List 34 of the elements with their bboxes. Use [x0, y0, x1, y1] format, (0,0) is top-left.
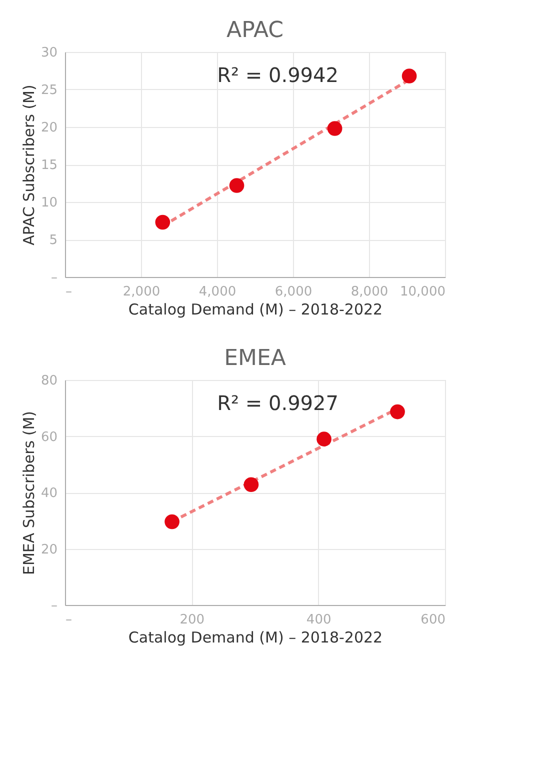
- x-tick-label: 10,000: [400, 284, 446, 300]
- y-tick-label: –: [51, 270, 58, 286]
- point: [155, 214, 170, 230]
- point: [327, 121, 342, 136]
- x-tick-label: 600: [420, 612, 446, 628]
- x-tick-label: 8,000: [350, 284, 388, 300]
- x-tick-label: 6,000: [274, 284, 312, 300]
- y-tick-label: 25: [40, 83, 58, 98]
- y-tick-label: 30: [40, 46, 58, 60]
- y-axis-title: APAC Subscribers (M): [20, 84, 38, 246]
- y-tick-label: 20: [40, 542, 58, 558]
- x-tick-label: 2,000: [122, 284, 160, 300]
- chart-title: EMEA: [224, 346, 286, 371]
- y-tick-label: 20: [40, 120, 58, 136]
- y-tick-label: 60: [40, 430, 58, 445]
- x-tick-label: 400: [306, 612, 332, 628]
- x-tick-label: –: [66, 284, 72, 300]
- x-tick-label: 200: [180, 612, 205, 628]
- x-tick-label: 4,000: [198, 284, 236, 300]
- chart-title: APAC: [226, 18, 284, 43]
- y-tick-label: 80: [40, 374, 58, 388]
- y-tick-label: 15: [40, 158, 58, 173]
- annotation: R² = 0.9942: [217, 63, 338, 87]
- y-axis-title: EMEA Subscribers (M): [20, 410, 38, 576]
- y-tick-label: 10: [40, 196, 58, 210]
- annotation: R² = 0.9927: [217, 391, 338, 415]
- x-axis-title: Catalog Demand (M) – 2018-2022: [128, 300, 383, 318]
- point: [229, 178, 244, 193]
- x-axis-title: Catalog Demand (M) – 2018-2022: [128, 628, 383, 646]
- point: [402, 68, 417, 84]
- x-tick-label: –: [66, 612, 72, 628]
- y-tick-label: 40: [40, 486, 58, 501]
- y-tick-label: 5: [49, 233, 58, 248]
- y-tick-label: –: [51, 598, 58, 614]
